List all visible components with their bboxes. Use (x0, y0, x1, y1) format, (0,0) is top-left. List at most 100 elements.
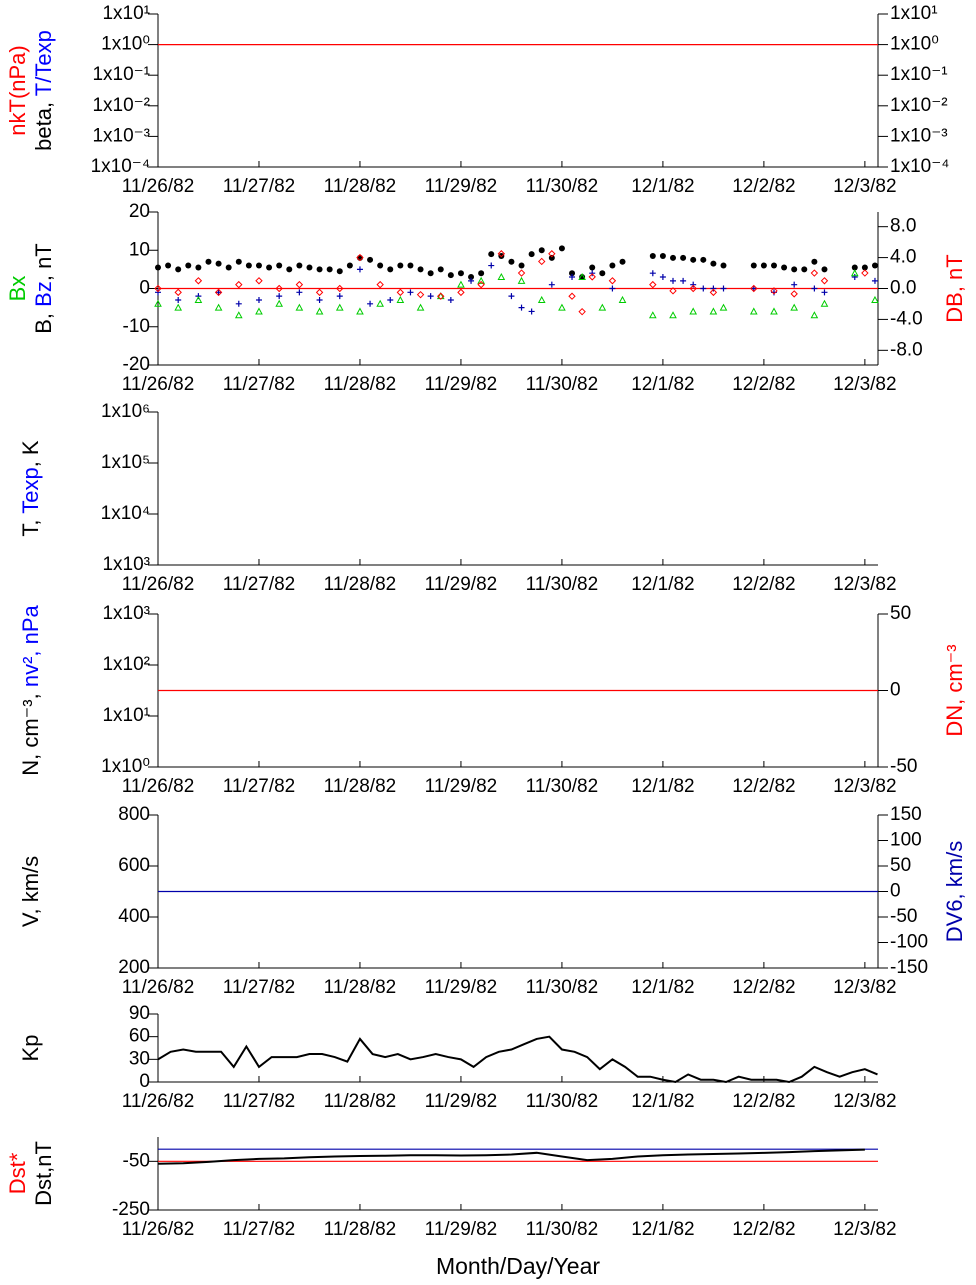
point (781, 264, 788, 271)
point (155, 264, 161, 271)
point (235, 258, 242, 265)
point (791, 281, 798, 288)
y-tick-label: 30 (129, 1048, 150, 1069)
y-tick-label: 1x10⁰ (101, 756, 150, 777)
x-tick-label: 11/26/82 (122, 776, 195, 797)
point (356, 307, 364, 315)
axis-title: DB, nT (942, 254, 967, 322)
point (255, 307, 263, 315)
point (477, 280, 485, 289)
point (689, 284, 697, 293)
x-tick-label: 11/30/82 (526, 977, 599, 998)
data-line (157, 1148, 865, 1165)
x-tick-label: 11/26/82 (122, 574, 195, 595)
x-tick-label: 12/2/82 (732, 977, 795, 998)
axis-title: N, cm⁻³, nv², nPa (18, 604, 43, 775)
y-tick-label: 60 (129, 1026, 150, 1047)
point (517, 276, 526, 284)
y-tick-label: 1x10⁶ (101, 401, 150, 422)
point (770, 262, 777, 269)
point (659, 252, 666, 259)
y2-tick-label: 150 (890, 804, 922, 825)
point (720, 285, 727, 292)
point (548, 281, 555, 288)
axis-title-part: B, (31, 307, 56, 334)
point (315, 307, 324, 315)
y-tick-label: 1x10⁻⁴ (91, 156, 150, 177)
y2-tick-label: -150 (890, 957, 928, 978)
point (568, 292, 576, 300)
x-tick-label: 12/3/82 (833, 574, 896, 595)
point (174, 303, 183, 311)
point (690, 256, 697, 263)
point (710, 285, 717, 292)
point (619, 258, 626, 265)
x-tick-label: 11/26/82 (122, 977, 195, 998)
point (558, 245, 565, 252)
y-tick-label: 10 (129, 239, 150, 260)
axis-title: Dst* (5, 1152, 30, 1194)
point (295, 280, 304, 289)
point (608, 277, 617, 285)
point (356, 253, 364, 262)
x-tick-label: 11/26/82 (122, 374, 195, 395)
point (296, 262, 303, 269)
point (316, 296, 323, 303)
y-tick-label: 1x10³ (102, 554, 150, 575)
point (255, 277, 263, 285)
y2-tick-label: 100 (890, 830, 922, 851)
axis-title-part: Dst,nT (31, 1141, 56, 1206)
point (175, 266, 182, 273)
axis-title-part: Texp (18, 467, 43, 513)
x-tick-label: 11/27/82 (223, 977, 296, 998)
axis-title-part: Kp (18, 1035, 43, 1062)
point (569, 274, 576, 281)
point (790, 303, 799, 311)
point (397, 262, 404, 269)
point (770, 307, 778, 315)
point (336, 284, 344, 293)
point (810, 311, 819, 319)
x-tick-label: 11/28/82 (324, 176, 397, 197)
point (215, 289, 222, 296)
panel: -250 -50 11/26/82 11/27/82 11/28/82 11/29/82 1… (5, 1137, 897, 1279)
x-tick-label: 11/29/82 (425, 1091, 498, 1112)
point (700, 256, 707, 263)
point (709, 307, 718, 315)
x-tick-label: 12/1/82 (631, 1091, 694, 1112)
y2-tick-label: 50 (890, 855, 911, 876)
x-tick-label: 12/1/82 (631, 176, 694, 197)
axis-title: beta, T/Texp (31, 30, 56, 151)
point (820, 299, 829, 307)
point (588, 273, 596, 281)
point (528, 308, 535, 315)
point (578, 307, 586, 316)
point (376, 280, 384, 289)
y-tick-label: 800 (118, 804, 150, 825)
point (215, 260, 222, 267)
point (598, 303, 607, 311)
y2-tick-label: -100 (890, 932, 928, 953)
point (154, 299, 162, 307)
y2-tick-label: 1x10⁻⁴ (890, 156, 949, 177)
point (811, 285, 818, 292)
axis-title-part: nv², nPa (18, 604, 43, 687)
point (599, 270, 606, 277)
point (154, 284, 162, 293)
point (437, 266, 444, 273)
x-tick-label: 12/1/82 (631, 977, 694, 998)
point (336, 268, 343, 275)
point (821, 266, 828, 273)
axis-title: T, Texp, K (18, 440, 43, 537)
y-tick-label: 400 (118, 906, 150, 927)
point (266, 264, 273, 271)
axis-title: DV6, km/s (942, 841, 967, 942)
point (700, 285, 707, 292)
y2-tick-label: 1x10⁻¹ (890, 64, 948, 85)
point (275, 299, 284, 307)
axis-title-part: Bz (31, 281, 56, 307)
point (861, 264, 868, 271)
y-tick-label: -20 (123, 354, 150, 375)
